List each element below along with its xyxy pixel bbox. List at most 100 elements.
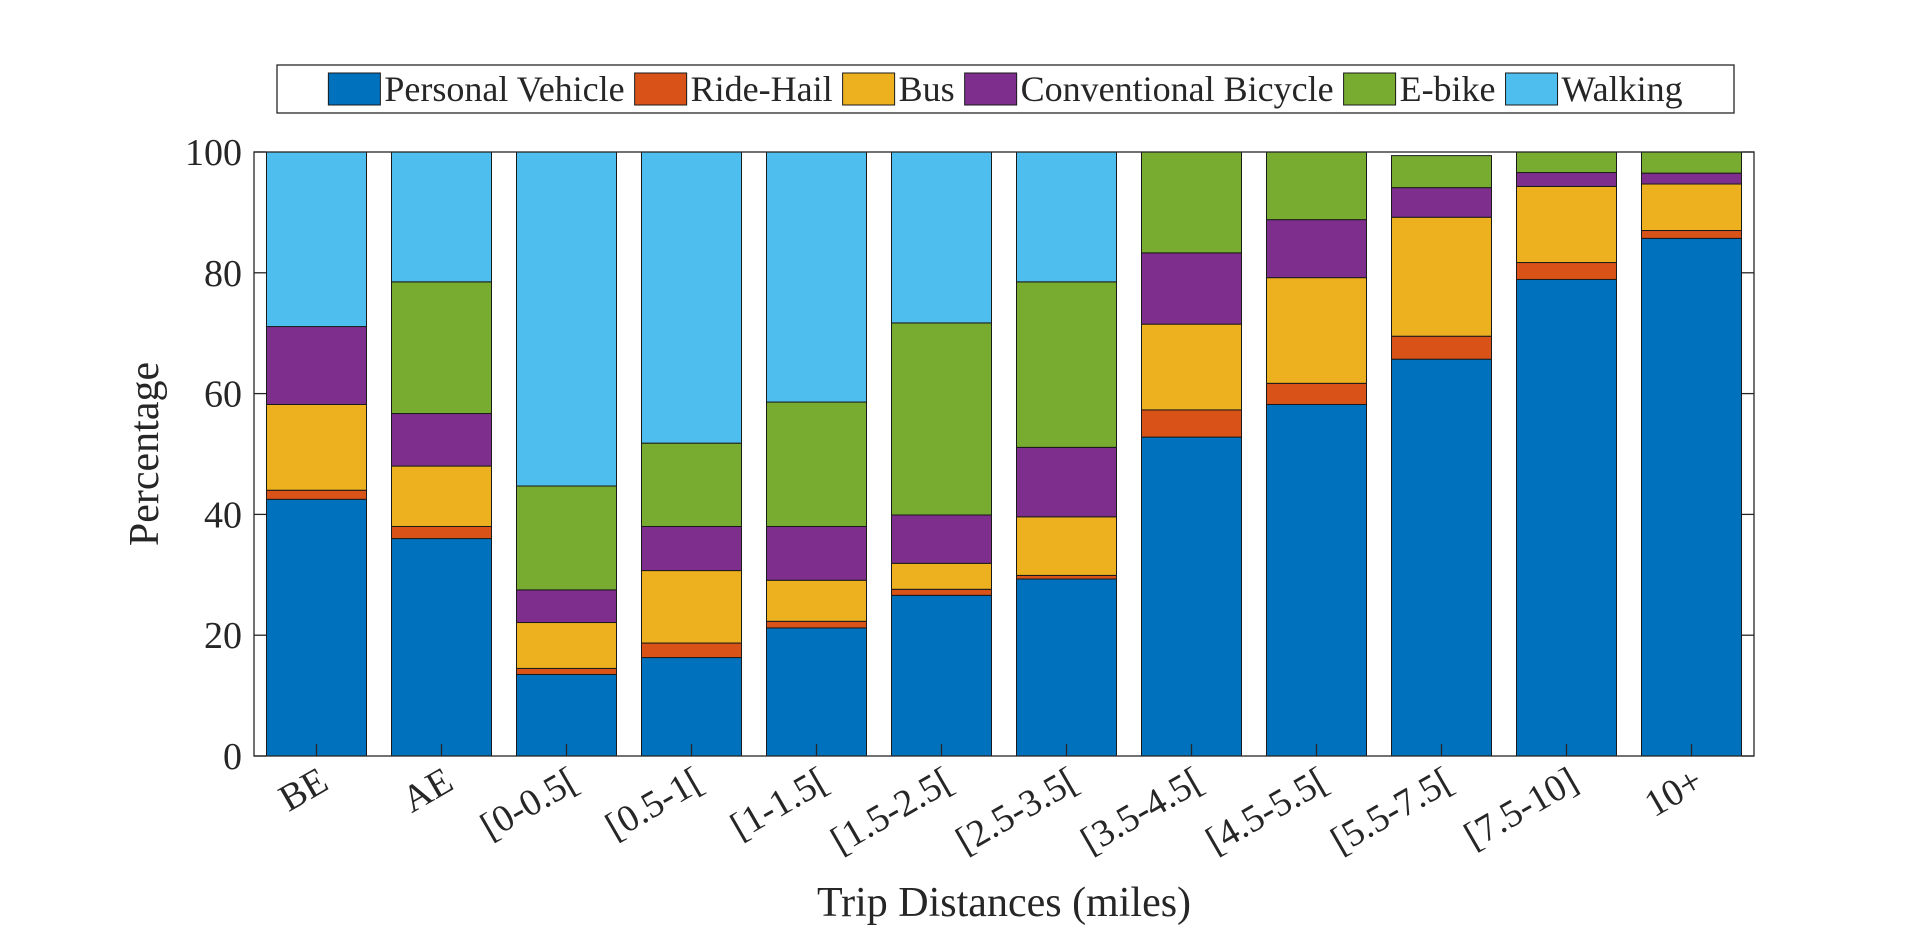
bar-bus-10 — [1641, 183, 1742, 232]
bar-bus-4-5-5-5 — [1266, 277, 1367, 384]
plot-frame — [253, 151, 1755, 757]
bar-walking-be — [266, 151, 367, 328]
bar-personal-vehicle-ae — [391, 538, 492, 757]
x-axis: BE AE [0-0.5[[0.5-1[[1-1.5[[1.5-2.5[[2.5-3… — [272, 744, 1710, 862]
bar-personal-vehicle-1-1-5 — [766, 627, 867, 757]
bar-e-bike-2-5-3-5 — [1016, 281, 1117, 448]
y-axis-title: Percentage — [122, 362, 168, 546]
legend-swatch — [327, 72, 381, 106]
y-tick-label: 20 — [204, 615, 242, 657]
y-tick-label: 100 — [185, 132, 242, 174]
bar-bus-ae — [391, 465, 492, 527]
legend-label: Personal Vehicle — [384, 69, 624, 109]
y-tick-label: 60 — [204, 374, 242, 416]
bar-bus-be — [266, 403, 367, 491]
x-axis-title: Trip Distances (miles) — [817, 880, 1191, 926]
bar-ride-hail-0-5-1 — [641, 642, 742, 659]
legend: Personal Vehicle Ride-Hail Bus Conventional… — [276, 64, 1735, 114]
bar-e-bike-4-5-5-5 — [1266, 151, 1367, 221]
bar-e-bike-3-5-4-5 — [1141, 151, 1242, 254]
legend-label: Walking — [1562, 69, 1683, 109]
bar-walking-2-5-3-5 — [1016, 151, 1117, 283]
bar-ride-hail-10 — [1641, 230, 1742, 239]
x-tick-label: [4.5-5.5[ — [1199, 759, 1335, 862]
x-tick-label: BE — [272, 759, 335, 820]
legend-label: Conventional Bicycle — [1021, 69, 1334, 109]
bar-e-bike-5-5-7-5 — [1391, 155, 1492, 189]
bar-ride-hail-4-5-5-5 — [1266, 382, 1367, 405]
bar-bus-1-1-5 — [766, 579, 867, 622]
y-tick-label: 80 — [204, 253, 242, 295]
bar-personal-vehicle-4-5-5-5 — [1266, 403, 1367, 757]
x-tick-label: [5.5-7.5[ — [1324, 759, 1460, 862]
y-tick-label: 40 — [204, 494, 242, 536]
legend-item-conventional-bicycle: Conventional Bicycle — [964, 69, 1334, 109]
bars-layer — [266, 151, 1742, 757]
y-axis: 0 20 40 60 80 100 — [185, 132, 1754, 778]
legend-item-ride-hail: Ride-Hail — [634, 69, 833, 109]
bar-personal-vehicle-0-0-5 — [516, 673, 617, 757]
bar-bus-5-5-7-5 — [1391, 216, 1492, 337]
legend-label: E-bike — [1400, 69, 1496, 109]
bar-personal-vehicle-be — [266, 498, 367, 757]
legend-label: Ride-Hail — [691, 69, 833, 109]
bar-ride-hail-3-5-4-5 — [1141, 409, 1242, 438]
bar-walking-1-1-5 — [766, 151, 867, 403]
legend-swatch — [634, 72, 688, 106]
bar-personal-vehicle-10 — [1641, 237, 1742, 757]
legend-swatch — [964, 72, 1018, 106]
x-tick-label: [7.5-10] — [1457, 759, 1585, 857]
bar-personal-vehicle-0-5-1 — [641, 657, 742, 757]
bar-ride-hail-7-5-10 — [1516, 262, 1617, 280]
bar-conventional-bicycle-1-5-2-5 — [891, 514, 992, 564]
bar-e-bike-ae — [391, 281, 492, 415]
legend-item-e-bike: E-bike — [1343, 69, 1496, 109]
bar-e-bike-0-5-1 — [641, 442, 742, 527]
legend-item-walking: Walking — [1505, 69, 1683, 109]
x-tick-label: [0-0.5[ — [474, 759, 585, 848]
bar-e-bike-1-5-2-5 — [891, 322, 992, 516]
bar-ride-hail-be — [266, 489, 367, 500]
bar-walking-0-0-5 — [516, 151, 617, 487]
bar-conventional-bicycle-ae — [391, 413, 492, 467]
bar-conventional-bicycle-2-5-3-5 — [1016, 446, 1117, 518]
bar-walking-0-5-1 — [641, 151, 742, 444]
bar-conventional-bicycle-0-0-5 — [516, 589, 617, 624]
x-tick-label: [3.5-4.5[ — [1074, 759, 1210, 862]
bar-conventional-bicycle-be — [266, 326, 367, 405]
bar-personal-vehicle-1-5-2-5 — [891, 594, 992, 757]
bar-bus-3-5-4-5 — [1141, 323, 1242, 411]
bar-e-bike-7-5-10 — [1516, 151, 1617, 174]
bar-conventional-bicycle-1-1-5 — [766, 525, 867, 581]
bar-walking-1-5-2-5 — [891, 151, 992, 324]
x-tick-label: [1-1.5[ — [724, 759, 835, 848]
legend-swatch — [1343, 72, 1397, 106]
bar-ride-hail-ae — [391, 525, 492, 540]
x-tick-label: 10+ — [1638, 759, 1710, 825]
legend-item-personal-vehicle: Personal Vehicle — [327, 69, 625, 109]
bar-bus-2-5-3-5 — [1016, 516, 1117, 576]
bar-bus-0-0-5 — [516, 622, 617, 669]
bar-ride-hail-1-5-2-5 — [891, 588, 992, 596]
bar-personal-vehicle-2-5-3-5 — [1016, 578, 1117, 757]
bar-personal-vehicle-3-5-4-5 — [1141, 436, 1242, 757]
y-tick-label: 0 — [223, 736, 242, 778]
legend-item-bus: Bus — [842, 69, 955, 109]
bar-bus-0-5-1 — [641, 570, 742, 644]
bar-e-bike-1-1-5 — [766, 401, 867, 527]
bar-conventional-bicycle-0-5-1 — [641, 525, 742, 572]
bar-ride-hail-5-5-7-5 — [1391, 335, 1492, 360]
bar-ride-hail-2-5-3-5 — [1016, 574, 1117, 580]
x-tick-label: [1.5-2.5[ — [824, 759, 960, 862]
bar-conventional-bicycle-7-5-10 — [1516, 172, 1617, 187]
x-tick-label: [0.5-1[ — [599, 759, 710, 848]
bar-bus-1-5-2-5 — [891, 562, 992, 590]
x-tick-label: AE — [395, 759, 460, 821]
bar-conventional-bicycle-5-5-7-5 — [1391, 187, 1492, 218]
bar-ride-hail-1-1-5 — [766, 620, 867, 629]
bar-conventional-bicycle-10 — [1641, 172, 1742, 185]
bar-personal-vehicle-7-5-10 — [1516, 278, 1617, 757]
legend-swatch — [1505, 72, 1559, 106]
